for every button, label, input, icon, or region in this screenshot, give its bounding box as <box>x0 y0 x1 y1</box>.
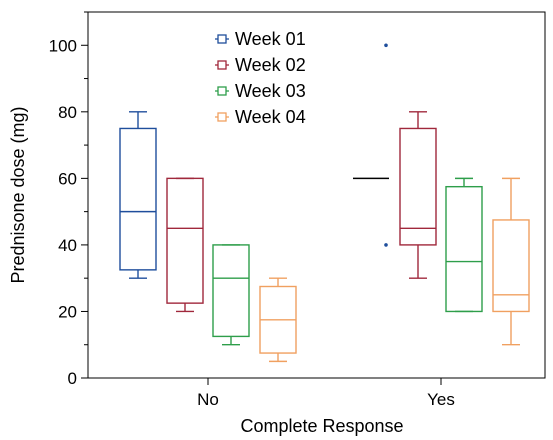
box-week-01-yes <box>353 43 389 247</box>
iqr-box <box>212 244 250 338</box>
legend-item: Week 03 <box>215 81 306 101</box>
x-tick-label: No <box>197 390 219 409</box>
legend-swatch-box <box>217 112 227 122</box>
y-tick-label: 20 <box>58 302 77 321</box>
legend-swatch-box <box>217 86 227 96</box>
y-tick-label: 40 <box>58 236 77 255</box>
iqr-box <box>445 185 483 313</box>
x-axis: No Yes <box>197 378 455 409</box>
y-tick-label: 60 <box>58 169 77 188</box>
box-week-01-no <box>119 111 157 279</box>
box-series <box>119 43 530 363</box>
box-week-03-no <box>212 244 250 346</box>
legend-item: Week 04 <box>215 107 306 127</box>
iqr-box <box>166 177 204 304</box>
legend: Week 01 Week 02 Week 03 Week 04 <box>215 29 306 127</box>
legend-item: Week 01 <box>215 29 306 49</box>
legend-label: Week 02 <box>235 55 306 75</box>
box-week-03-yes <box>445 177 483 313</box>
y-tick-label: 0 <box>68 369 77 388</box>
iqr-box <box>119 127 157 271</box>
x-tick-label: Yes <box>427 390 455 409</box>
box-week-04-no <box>259 277 297 363</box>
y-tick-label: 80 <box>58 103 77 122</box>
legend-item: Week 02 <box>215 55 306 75</box>
y-axis: 0 20 40 60 80 100 <box>49 11 88 388</box>
legend-swatch-box <box>217 34 227 44</box>
legend-label: Week 04 <box>235 107 306 127</box>
plot-frame <box>87 11 546 379</box>
y-tick-label: 100 <box>49 36 77 55</box>
x-axis-title: Complete Response <box>240 416 403 436</box>
box-week-02-yes <box>399 111 437 279</box>
y-axis-title: Prednisone dose (mg) <box>8 106 28 283</box>
box-week-04-yes <box>492 177 530 346</box>
legend-swatch-box <box>217 60 227 70</box>
outlier-point <box>384 43 388 48</box>
legend-label: Week 03 <box>235 81 306 101</box>
outlier-point <box>384 243 388 247</box>
iqr-box <box>492 219 530 313</box>
iqr-box <box>399 127 437 246</box>
legend-label: Week 01 <box>235 29 306 49</box>
plot-border <box>87 11 546 379</box>
box-week-02-no <box>166 177 204 313</box>
